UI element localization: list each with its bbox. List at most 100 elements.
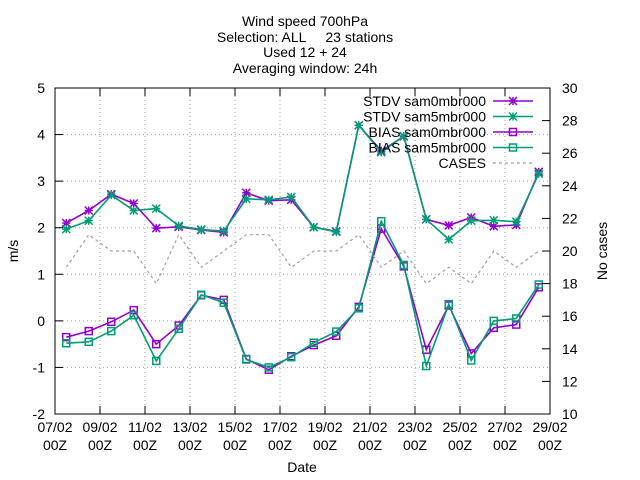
x-tick-label-date: 09/02 <box>82 419 117 435</box>
chart-title: Wind speed 700hPa <box>242 13 368 29</box>
data-point <box>219 298 228 307</box>
grid <box>55 88 550 414</box>
data-point <box>287 352 296 362</box>
data-point <box>444 234 454 244</box>
ticks: -2-1012345101214161820222426283007/0200Z… <box>33 80 578 453</box>
data-point <box>84 326 93 336</box>
y2-tick-label: 24 <box>562 178 578 194</box>
x-tick-label-hour: 00Z <box>133 437 158 453</box>
y2-tick-label: 28 <box>562 113 578 129</box>
marker-stroke <box>508 111 518 122</box>
x-tick-label-date: 17/02 <box>262 419 297 435</box>
data-point <box>61 224 71 234</box>
marker-stroke <box>376 147 386 157</box>
marker-stroke <box>61 224 71 234</box>
marker-stroke <box>151 204 161 214</box>
data-point <box>331 227 341 237</box>
y-tick-label: -1 <box>33 359 46 375</box>
x-tick-label-hour: 00Z <box>358 437 383 453</box>
x-tick-label-date: 07/02 <box>37 419 72 435</box>
marker-stroke <box>196 225 206 235</box>
legend-label: CASES <box>439 155 486 171</box>
data-point <box>151 223 161 233</box>
marker-stroke <box>444 234 454 244</box>
x-tick-label-date: 19/02 <box>307 419 342 435</box>
x-tick-label-date: 23/02 <box>397 419 432 435</box>
legend-label: STDV sam5mbr000 <box>363 109 486 125</box>
data-point <box>444 220 454 230</box>
data-point <box>489 215 499 225</box>
data-point <box>264 363 273 372</box>
data-point <box>197 290 206 300</box>
data-point <box>84 216 94 226</box>
data-point <box>377 216 386 226</box>
data-point <box>512 314 521 323</box>
data-point <box>241 194 251 204</box>
data-point <box>399 131 409 141</box>
data-point <box>466 216 476 226</box>
legend-marker <box>508 143 518 152</box>
marker-stroke <box>331 227 341 237</box>
data-point <box>264 195 274 205</box>
y-tick-label: -2 <box>33 406 46 422</box>
data-point <box>354 304 363 313</box>
legend-label: BIAS sam0mbr000 <box>369 124 487 140</box>
legend-marker <box>508 127 518 137</box>
data-point <box>534 280 543 289</box>
marker-stroke <box>399 131 409 141</box>
marker-stroke <box>534 169 544 179</box>
y-axis-label: m/s <box>5 240 21 263</box>
data-point <box>107 317 116 327</box>
data-point <box>467 356 476 365</box>
y2-tick-label: 18 <box>562 276 578 292</box>
y-tick-label: 5 <box>37 80 45 96</box>
marker-stroke <box>151 223 161 233</box>
chart-subtitle-window: Averaging window: 24h <box>233 60 378 76</box>
data-point <box>129 198 139 209</box>
data-point <box>84 337 93 347</box>
x-tick-label-date: 29/02 <box>532 419 567 435</box>
data-point <box>399 260 408 270</box>
y-tick-label: 1 <box>37 266 45 282</box>
marker-stroke <box>309 222 319 232</box>
marker-stroke <box>219 226 229 236</box>
y2-tick-label: 20 <box>562 243 578 259</box>
x-tick-label-date: 11/02 <box>128 419 162 435</box>
marker-stroke <box>444 220 454 230</box>
data-point <box>152 356 161 366</box>
data-point <box>152 339 161 349</box>
chart-subtitle-selection: Selection: ALL 23 stations <box>217 29 393 45</box>
marker-stroke <box>84 216 94 226</box>
data-point <box>444 299 453 309</box>
x-axis-label: Date <box>287 459 317 475</box>
y2-tick-label: 10 <box>562 406 578 422</box>
data-point <box>376 147 386 157</box>
series-line <box>66 218 540 369</box>
data-point <box>196 225 206 235</box>
series-line <box>65 233 540 285</box>
x-tick-label-date: 27/02 <box>487 419 522 435</box>
x-tick-label-hour: 00Z <box>403 437 428 453</box>
marker-stroke <box>508 96 518 106</box>
data-point <box>332 327 341 336</box>
data-point <box>129 205 139 216</box>
x-tick-label-hour: 00Z <box>493 437 518 453</box>
marker-stroke <box>241 194 251 204</box>
data-point <box>129 305 138 315</box>
x-tick-label-date: 15/02 <box>217 419 252 435</box>
series-line <box>65 123 540 234</box>
data-point <box>219 226 229 236</box>
series-4 <box>65 233 540 285</box>
data-point <box>62 338 71 348</box>
data-point <box>151 204 161 214</box>
y2-tick-label: 22 <box>562 210 578 226</box>
data-point <box>242 355 251 364</box>
legend-marker <box>508 111 518 122</box>
y2-axis-label: No cases <box>594 222 610 280</box>
marker-stroke <box>174 221 184 231</box>
marker-stroke <box>106 190 116 200</box>
y2-tick-label: 14 <box>562 341 578 357</box>
marker-stroke <box>489 215 499 225</box>
